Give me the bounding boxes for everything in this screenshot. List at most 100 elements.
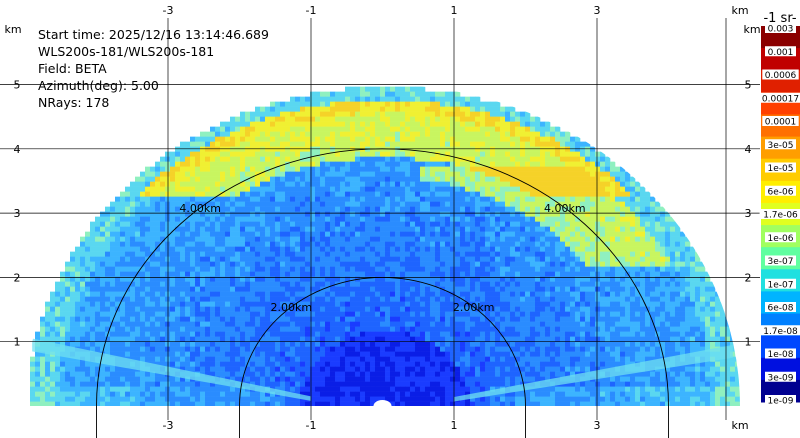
field-cell: [395, 306, 401, 312]
field-cell: [420, 206, 426, 212]
field-cell: [445, 171, 451, 177]
field-cell: [175, 156, 181, 162]
field-cell: [360, 271, 366, 277]
field-cell: [695, 271, 701, 277]
field-cell: [440, 181, 446, 187]
field-cell: [210, 151, 216, 157]
field-cell: [145, 176, 151, 182]
field-cell: [540, 231, 546, 237]
field-cell: [625, 266, 631, 272]
field-cell: [80, 281, 86, 287]
field-cell: [535, 211, 541, 217]
field-cell: [210, 206, 216, 212]
field-cell: [435, 216, 441, 222]
field-cell: [415, 231, 421, 237]
field-cell: [285, 256, 291, 262]
field-cell: [255, 266, 261, 272]
field-cell: [665, 321, 671, 327]
field-cell: [635, 241, 641, 247]
field-cell: [290, 226, 296, 232]
field-cell: [190, 181, 196, 187]
field-cell: [550, 266, 556, 272]
field-cell: [195, 166, 201, 172]
field-cell: [355, 286, 361, 292]
field-cell: [520, 176, 526, 182]
field-cell: [155, 266, 161, 272]
field-cell: [485, 216, 491, 222]
field-cell: [215, 166, 221, 172]
field-cell: [80, 321, 86, 327]
field-cell: [200, 306, 206, 312]
field-cell: [530, 306, 536, 312]
field-cell: [235, 196, 241, 202]
field-cell: [240, 116, 246, 122]
field-cell: [170, 201, 176, 207]
field-cell: [150, 216, 156, 222]
field-cell: [195, 246, 201, 252]
field-cell: [435, 296, 441, 302]
field-cell: [370, 196, 376, 202]
field-cell: [410, 111, 416, 117]
field-cell: [385, 211, 391, 217]
field-cell: [180, 221, 186, 227]
field-cell: [380, 161, 386, 167]
field-cell: [210, 141, 216, 147]
field-cell: [540, 141, 546, 147]
field-cell: [170, 246, 176, 252]
field-cell: [265, 241, 271, 247]
field-cell: [545, 131, 551, 137]
field-cell: [170, 191, 176, 197]
field-cell: [225, 151, 231, 157]
field-cell: [115, 276, 121, 282]
field-cell: [495, 136, 501, 142]
field-cell: [530, 221, 536, 227]
field-cell: [490, 216, 496, 222]
field-cell: [505, 241, 511, 247]
field-cell: [495, 226, 501, 232]
field-cell: [535, 266, 541, 272]
field-cell: [195, 216, 201, 222]
field-cell: [300, 146, 306, 152]
field-cell: [540, 281, 546, 287]
field-cell: [520, 251, 526, 257]
field-cell: [435, 96, 441, 102]
field-cell: [430, 286, 436, 292]
field-cell: [440, 321, 446, 327]
field-cell: [270, 191, 276, 197]
field-cell: [435, 91, 441, 97]
field-cell: [320, 166, 326, 172]
field-cell: [625, 301, 631, 307]
field-cell: [555, 146, 561, 152]
field-cell: [545, 181, 551, 187]
field-cell: [325, 91, 331, 97]
field-cell: [335, 166, 341, 172]
field-cell: [190, 261, 196, 267]
field-cell: [365, 161, 371, 167]
field-cell: [400, 201, 406, 207]
field-cell: [405, 156, 411, 162]
field-cell: [500, 116, 506, 122]
field-cell: [65, 271, 71, 277]
field-cell: [210, 301, 216, 307]
field-cell: [515, 206, 521, 212]
field-cell: [115, 246, 121, 252]
field-cell: [265, 276, 271, 282]
field-cell: [295, 306, 301, 312]
field-cell: [535, 166, 541, 172]
field-cell: [340, 311, 346, 317]
field-cell: [335, 176, 341, 182]
field-cell: [405, 201, 411, 207]
field-cell: [490, 186, 496, 192]
field-cell: [465, 156, 471, 162]
field-cell: [150, 256, 156, 262]
field-cell: [540, 251, 546, 257]
field-cell: [525, 241, 531, 247]
field-cell: [530, 246, 536, 252]
field-cell: [570, 321, 576, 327]
field-cell: [420, 296, 426, 302]
field-cell: [280, 246, 286, 252]
field-cell: [645, 321, 651, 327]
field-cell: [400, 106, 406, 112]
field-cell: [410, 86, 416, 92]
field-cell: [350, 276, 356, 282]
